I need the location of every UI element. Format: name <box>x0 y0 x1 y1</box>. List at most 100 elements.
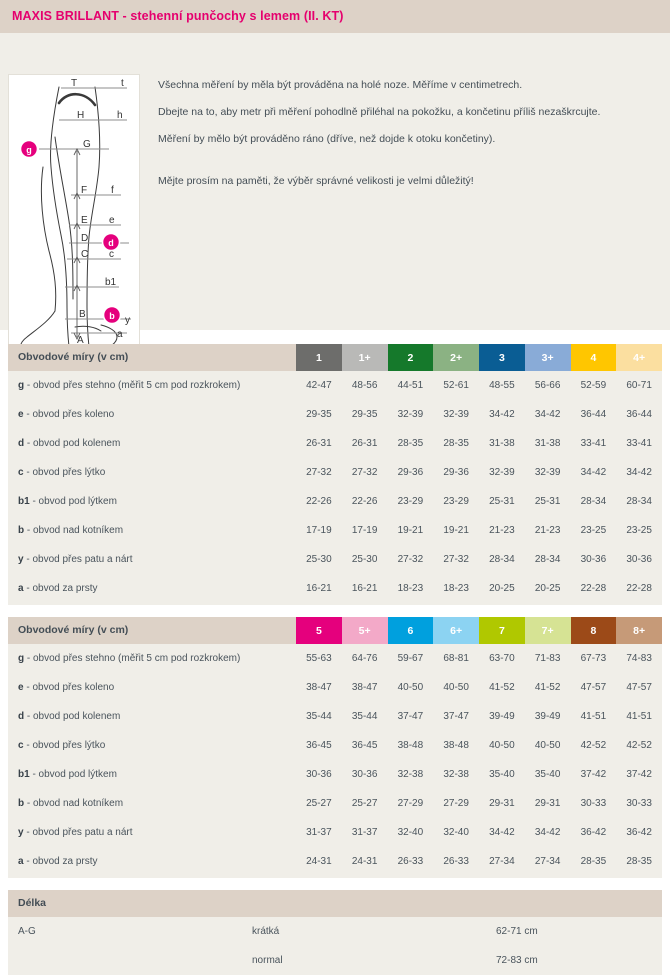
row-values: 38-47 38-47 40-50 40-50 41-52 41-52 47-57 47-57 <box>296 673 662 702</box>
size-header-5[interactable]: 5 <box>296 617 342 644</box>
table-row: d - obvod pod kolenem 26-31 26-31 28-35 28-3… <box>8 429 662 458</box>
cell-value: 27-29 <box>443 798 469 809</box>
size-header-2plus[interactable]: 2+ <box>433 344 479 371</box>
row-label-c: c - obvod přes lýtko <box>18 467 106 478</box>
cell-value: 22-26 <box>306 496 332 507</box>
cell-value: 32-38 <box>443 769 469 780</box>
cell-value: 27-34 <box>534 856 561 867</box>
diagram-label-C: C <box>81 249 88 260</box>
cell-value: 36-45 <box>351 740 378 751</box>
row-values: 31-37 31-37 32-40 32-40 34-42 34-42 36-42 36-42 <box>296 818 662 847</box>
cell-value: 42-47 <box>306 380 332 391</box>
size-header-7plus[interactable]: 7+ <box>524 617 571 644</box>
cell-value: 74-83 <box>626 653 652 664</box>
cell-value: 18-23 <box>443 583 469 594</box>
row-code: b <box>18 798 25 809</box>
cell-value: 56-66 <box>534 380 561 391</box>
cell-value: 35-44 <box>351 711 378 722</box>
table-row: c - obvod přes lýtko 27-32 27-32 29-36 29-36… <box>8 458 662 487</box>
size-header-8[interactable]: 8 <box>570 617 617 644</box>
cell-value: 34-42 <box>626 467 652 478</box>
row-values: 16-21 16-21 18-23 18-23 20-25 20-25 22-28 22-28 <box>296 574 662 603</box>
row-label-b1: b1 - obvod pod lýtkem <box>18 496 117 507</box>
cell-value: 32-39 <box>534 467 561 478</box>
cell-value: 31-37 <box>306 827 332 838</box>
cell-value: 39-49 <box>534 711 561 722</box>
size-header-2[interactable]: 2 <box>387 344 434 371</box>
diagram-label-E: E <box>81 215 88 226</box>
cell-value: 20-25 <box>489 583 515 594</box>
cell-value: 55-63 <box>306 653 332 664</box>
size-header-8plus[interactable]: 8+ <box>616 617 662 644</box>
cell-value: 30-33 <box>626 798 652 809</box>
cell-value: 52-59 <box>580 380 607 391</box>
row-label-g: g - obvod přes stehno (měřit 5 cm pod ro… <box>18 380 241 391</box>
cell-value: 27-34 <box>489 856 515 867</box>
row-label-a: a - obvod za prsty <box>18 583 98 594</box>
table1-size-headers: 1 1+ 2 2+ 3 3+ 4 4+ <box>296 344 662 371</box>
row-values: 25-27 25-27 27-29 27-29 29-31 29-31 30-33 30-33 <box>296 789 662 818</box>
row-code: g <box>18 380 25 391</box>
cell-value: 33-41 <box>626 438 652 449</box>
table-row: e - obvod přes koleno 29-35 29-35 32-39 32-3… <box>8 400 662 429</box>
cell-value: 29-36 <box>443 467 469 478</box>
size-header-6plus[interactable]: 6+ <box>433 617 479 644</box>
measurements-table-sizes-1-4plus: Obvodové míry (v cm) 1 1+ 2 2+ 3 3+ 4 4+ g - ob… <box>8 344 662 605</box>
length-code: A-G <box>18 926 36 937</box>
cell-value: 21-23 <box>489 525 515 536</box>
length-row: normal 72-83 cm <box>8 946 662 975</box>
size-header-7[interactable]: 7 <box>479 617 525 644</box>
size-header-1plus[interactable]: 1+ <box>341 344 388 371</box>
cell-value: 34-42 <box>534 827 561 838</box>
row-code: e <box>18 682 24 693</box>
cell-value: 25-31 <box>534 496 561 507</box>
cell-value: 67-73 <box>580 653 607 664</box>
cell-value: 39-49 <box>489 711 515 722</box>
row-code: d <box>18 711 25 722</box>
row-label-e: e - obvod přes koleno <box>18 409 115 420</box>
cell-value: 63-70 <box>489 653 515 664</box>
row-code: c <box>18 740 24 751</box>
leg-diagram-svg: T t H h G F f E e D C c b1 B y a A <box>9 75 139 355</box>
row-label-a: a - obvod za prsty <box>18 856 98 867</box>
cell-value: 29-35 <box>351 409 378 420</box>
table1-body: g - obvod přes stehno (měřit 5 cm pod ro… <box>8 371 662 605</box>
cell-value: 23-25 <box>580 525 607 536</box>
size-header-6[interactable]: 6 <box>387 617 434 644</box>
row-values: 42-47 48-56 44-51 52-61 48-55 56-66 52-59 60-71 <box>296 371 662 400</box>
cell-value: 29-31 <box>489 798 515 809</box>
row-label-y: y - obvod přes patu a nárt <box>18 827 133 838</box>
cell-value: 60-71 <box>626 380 652 391</box>
row-code: d <box>18 438 25 449</box>
cell-value: 38-48 <box>397 740 424 751</box>
size-header-3[interactable]: 3 <box>479 344 525 371</box>
measurements-table-sizes-5-8plus: Obvodové míry (v cm) 5 5+ 6 6+ 7 7+ 8 8+ g - ob… <box>8 617 662 878</box>
size-header-5plus[interactable]: 5+ <box>341 617 388 644</box>
diagram-label-H: H <box>77 110 84 121</box>
cell-value: 40-50 <box>534 740 561 751</box>
cell-value: 44-51 <box>397 380 424 391</box>
cell-value: 41-51 <box>626 711 652 722</box>
diagram-label-f: f <box>111 185 114 196</box>
cell-value: 38-47 <box>306 682 332 693</box>
size-header-3plus[interactable]: 3+ <box>524 344 571 371</box>
row-values: 29-35 29-35 32-39 32-39 34-42 34-42 36-44 36-44 <box>296 400 662 429</box>
diagram-label-e: e <box>109 215 115 226</box>
cell-value: 35-44 <box>306 711 332 722</box>
size-header-1[interactable]: 1 <box>296 344 342 371</box>
cell-value: 30-36 <box>626 554 652 565</box>
cell-value: 22-26 <box>351 496 378 507</box>
cell-value: 48-56 <box>351 380 378 391</box>
intro-line-3: Měření by mělo být prováděno ráno (dříve… <box>158 133 496 145</box>
cell-value: 26-31 <box>306 438 332 449</box>
row-values: 27-32 27-32 29-36 29-36 32-39 32-39 34-42 34-42 <box>296 458 662 487</box>
cell-value: 64-76 <box>351 653 378 664</box>
diagram-label-t: t <box>121 78 124 89</box>
size-header-4plus[interactable]: 4+ <box>616 344 662 371</box>
cell-value: 36-45 <box>306 740 332 751</box>
cell-value: 52-61 <box>443 380 469 391</box>
cell-value: 47-57 <box>626 682 652 693</box>
size-header-4[interactable]: 4 <box>570 344 617 371</box>
cell-value: 26-31 <box>351 438 378 449</box>
cell-value: 27-32 <box>351 467 378 478</box>
